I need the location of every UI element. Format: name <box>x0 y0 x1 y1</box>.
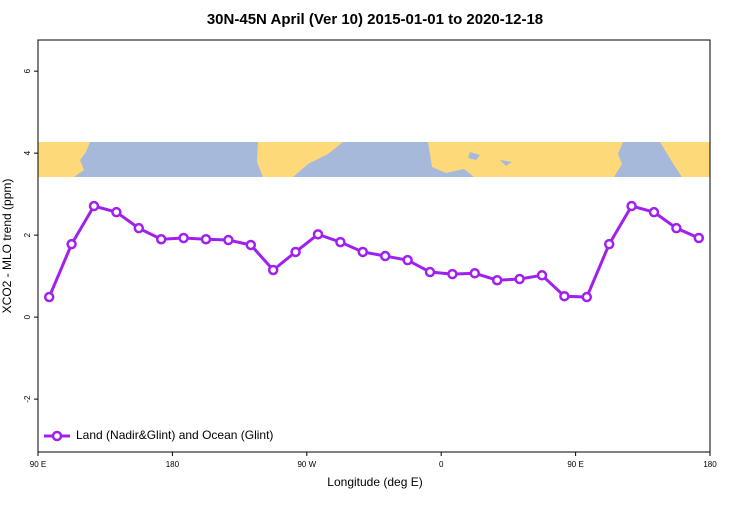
data-point <box>447 268 458 280</box>
chart-title: 30N-45N April (Ver 10) 2015-01-01 to 202… <box>207 11 543 28</box>
x-tick-label: 180 <box>703 460 717 469</box>
legend-label: Land (Nadir&Glint) and Ocean (Glint) <box>76 428 273 442</box>
data-point <box>379 250 391 262</box>
series-line <box>47 204 700 299</box>
data-point <box>111 206 122 218</box>
data-point <box>603 238 615 250</box>
y-axis-label: XCO2 - MLO trend (ppm) <box>0 179 14 314</box>
y-tick-label: 6 <box>23 68 32 73</box>
data-point <box>267 264 279 276</box>
data-point <box>66 238 77 250</box>
data-point <box>178 232 189 244</box>
data-point <box>514 273 525 285</box>
plot-frame <box>37 39 711 453</box>
data-point <box>200 233 212 245</box>
data-point <box>581 291 593 303</box>
y-tick-label: 4 <box>23 150 32 155</box>
data-point <box>648 206 660 218</box>
data-point <box>335 236 346 248</box>
data-point <box>357 246 369 258</box>
data-point <box>536 270 548 281</box>
y-tick-label: 0 <box>23 314 32 319</box>
data-point <box>626 200 637 212</box>
data-point <box>469 268 481 279</box>
data-point <box>223 234 234 246</box>
data-point <box>693 232 705 244</box>
legend-marker <box>51 430 63 442</box>
data-point <box>402 254 413 266</box>
x-tick-label: 90 E <box>567 460 583 469</box>
y-tick-label: -2 <box>23 395 32 403</box>
data-point <box>290 246 301 258</box>
y-tick-label: 2 <box>23 232 32 237</box>
map-strip <box>38 142 710 177</box>
data-point <box>88 200 100 212</box>
x-axis-label: Longitude (deg E) <box>327 475 422 489</box>
data-point <box>312 229 324 240</box>
x-tick-label: 180 <box>166 460 180 469</box>
data-point <box>424 266 436 278</box>
x-tick-label: 90 W <box>297 460 316 469</box>
data-point <box>671 222 682 234</box>
data-point <box>491 274 503 286</box>
x-tick-label: 0 <box>439 460 444 469</box>
data-point <box>559 290 570 302</box>
data-point <box>155 233 167 245</box>
data-point <box>133 222 145 234</box>
data-point <box>245 239 257 251</box>
data-point <box>43 291 55 303</box>
x-tick-label: 90 E <box>30 460 46 469</box>
